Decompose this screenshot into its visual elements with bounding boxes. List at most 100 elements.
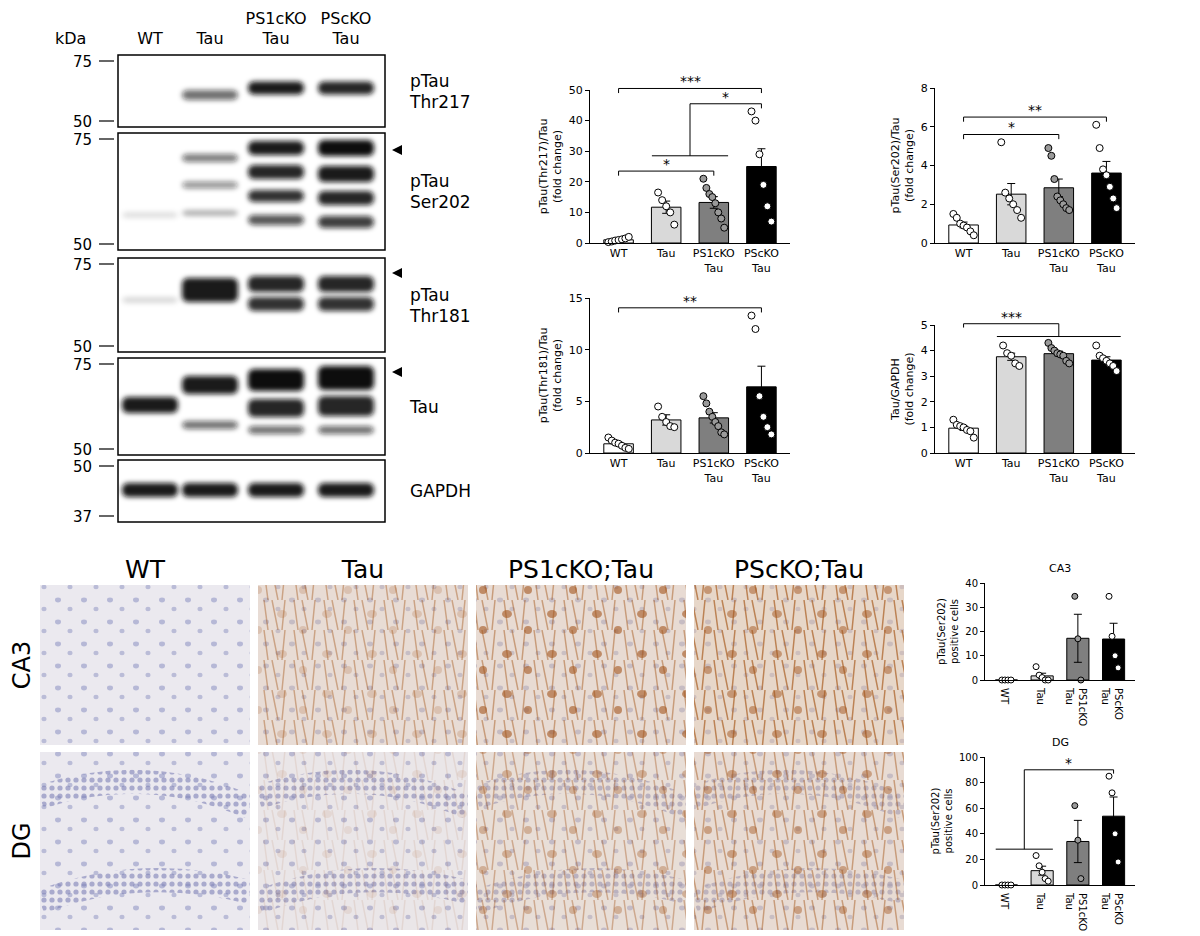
svg-text:50: 50 xyxy=(73,458,92,476)
svg-text:37: 37 xyxy=(73,508,92,526)
svg-text:0: 0 xyxy=(972,675,978,686)
svg-text:15: 15 xyxy=(569,292,583,305)
svg-text:CA3: CA3 xyxy=(1049,562,1071,575)
svg-text:Tau/GAPDH(fold change): Tau/GAPDH(fold change) xyxy=(889,352,916,425)
svg-text:8: 8 xyxy=(921,82,928,95)
svg-text:Thr217: Thr217 xyxy=(409,92,471,112)
svg-text:DG: DG xyxy=(1052,736,1069,749)
svg-text:PS1cKOTau: PS1cKOTau xyxy=(1038,247,1080,274)
svg-text:WT: WT xyxy=(610,247,628,260)
svg-text:PScKOTau: PScKOTau xyxy=(1089,457,1124,484)
svg-text:10: 10 xyxy=(965,650,978,661)
svg-text:40: 40 xyxy=(965,578,978,589)
svg-text:WT: WT xyxy=(137,29,163,48)
svg-text:*: * xyxy=(722,89,729,105)
svg-text:*: * xyxy=(663,156,670,172)
svg-text:2: 2 xyxy=(921,396,928,409)
svg-text:30: 30 xyxy=(965,602,978,613)
svg-text:pTau(Ser202)positive cells: pTau(Ser202)positive cells xyxy=(936,598,960,665)
svg-text:PScKOTau: PScKOTau xyxy=(744,247,779,274)
svg-text:0: 0 xyxy=(921,237,928,250)
svg-text:20: 20 xyxy=(569,176,583,189)
svg-text:Tau: Tau xyxy=(195,29,223,48)
svg-text:20: 20 xyxy=(965,626,978,637)
svg-text:CA3: CA3 xyxy=(8,641,36,689)
svg-text:75: 75 xyxy=(73,53,92,71)
svg-text:***: *** xyxy=(1001,309,1022,325)
svg-text:**: ** xyxy=(1028,102,1042,118)
svg-text:*: * xyxy=(1065,755,1072,771)
svg-text:4: 4 xyxy=(921,344,928,357)
svg-text:2: 2 xyxy=(921,198,928,211)
svg-text:50: 50 xyxy=(569,84,583,97)
svg-text:WT: WT xyxy=(125,555,166,584)
svg-text:Tau: Tau xyxy=(656,247,676,260)
svg-text:5: 5 xyxy=(576,395,583,408)
svg-text:3: 3 xyxy=(921,370,928,383)
svg-text:Tau: Tau xyxy=(1035,687,1046,705)
svg-text:50: 50 xyxy=(73,338,92,356)
svg-text:0: 0 xyxy=(576,237,583,250)
svg-text:1: 1 xyxy=(921,421,928,434)
svg-text:80: 80 xyxy=(965,777,978,788)
svg-text:75: 75 xyxy=(73,256,92,274)
svg-text:50: 50 xyxy=(73,113,92,131)
svg-text:75: 75 xyxy=(73,131,92,149)
svg-text:WT: WT xyxy=(955,247,973,260)
svg-text:Tau: Tau xyxy=(1001,247,1021,260)
svg-text:*: * xyxy=(1008,119,1015,135)
svg-text:PS1cKO: PS1cKO xyxy=(246,9,307,28)
svg-text:PS1cKOTau: PS1cKOTau xyxy=(1064,687,1088,726)
svg-text:0: 0 xyxy=(576,447,583,460)
svg-text:PScKOTau: PScKOTau xyxy=(1100,892,1124,925)
svg-text:pTau: pTau xyxy=(410,71,450,91)
svg-text:10: 10 xyxy=(569,206,583,219)
svg-text:Tau: Tau xyxy=(1035,892,1046,910)
svg-text:**: ** xyxy=(683,293,697,309)
svg-text:pTau(Ser202)/Tau(fold change): pTau(Ser202)/Tau(fold change) xyxy=(889,118,916,214)
svg-text:Tau: Tau xyxy=(656,457,676,470)
svg-text:5: 5 xyxy=(921,319,928,332)
svg-text:40: 40 xyxy=(569,114,583,127)
svg-text:6: 6 xyxy=(921,121,928,134)
svg-text:pTau(Thr181)/Tau(fold change): pTau(Thr181)/Tau(fold change) xyxy=(537,328,564,424)
svg-text:pTau(Thr217)/Tau(fold change): pTau(Thr217)/Tau(fold change) xyxy=(537,119,564,215)
svg-text:PS1cKOTau: PS1cKOTau xyxy=(693,247,735,274)
svg-text:PScKOTau: PScKOTau xyxy=(744,457,779,484)
svg-text:10: 10 xyxy=(569,344,583,357)
svg-text:PScKOTau: PScKOTau xyxy=(1089,247,1124,274)
svg-text:Ser202: Ser202 xyxy=(410,192,471,212)
svg-text:PS1cKOTau: PS1cKOTau xyxy=(1064,892,1088,931)
svg-text:WT: WT xyxy=(999,893,1010,910)
svg-text:DG: DG xyxy=(8,822,36,859)
svg-text:PScKOTau: PScKOTau xyxy=(1100,687,1124,720)
svg-text:kDa: kDa xyxy=(55,29,86,48)
svg-text:4: 4 xyxy=(921,159,928,172)
svg-text:pTau: pTau xyxy=(410,171,450,191)
svg-text:pTau(Ser202)positive cells: pTau(Ser202)positive cells xyxy=(930,788,954,855)
svg-text:PS1cKOTau: PS1cKOTau xyxy=(693,457,735,484)
svg-text:60: 60 xyxy=(965,803,978,814)
svg-text:0: 0 xyxy=(921,447,928,460)
svg-text:***: *** xyxy=(680,73,701,89)
svg-text:WT: WT xyxy=(955,457,973,470)
svg-text:0: 0 xyxy=(972,880,978,891)
svg-text:50: 50 xyxy=(73,236,92,254)
svg-text:PS1cKOTau: PS1cKOTau xyxy=(1038,457,1080,484)
svg-text:PScKO;Tau: PScKO;Tau xyxy=(734,555,864,584)
svg-text:pTau: pTau xyxy=(410,285,450,305)
svg-text:WT: WT xyxy=(999,688,1010,705)
svg-text:Tau: Tau xyxy=(409,397,439,417)
svg-text:20: 20 xyxy=(965,854,978,865)
svg-text:75: 75 xyxy=(73,356,92,374)
svg-text:Thr181: Thr181 xyxy=(409,306,471,326)
svg-text:PS1cKO;Tau: PS1cKO;Tau xyxy=(508,555,654,584)
svg-text:Tau: Tau xyxy=(341,555,384,584)
svg-text:Tau: Tau xyxy=(1001,457,1021,470)
svg-text:50: 50 xyxy=(73,441,92,459)
svg-text:Tau: Tau xyxy=(261,29,289,48)
svg-text:100: 100 xyxy=(959,752,978,763)
svg-text:30: 30 xyxy=(569,145,583,158)
svg-text:40: 40 xyxy=(965,828,978,839)
svg-text:WT: WT xyxy=(610,457,628,470)
